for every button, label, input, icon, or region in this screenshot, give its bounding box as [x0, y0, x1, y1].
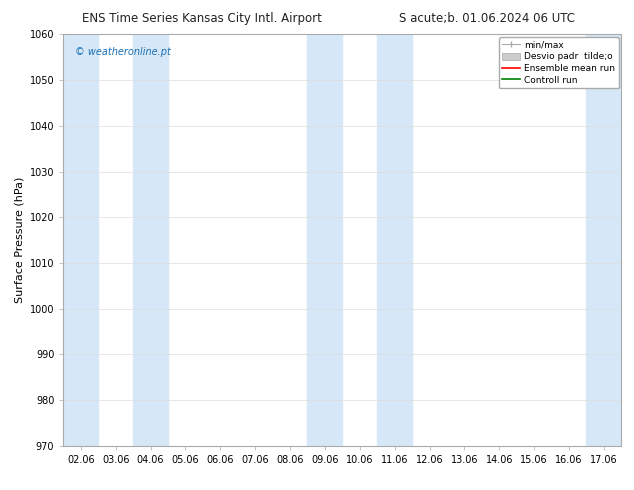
Bar — [133, 34, 168, 446]
Text: S acute;b. 01.06.2024 06 UTC: S acute;b. 01.06.2024 06 UTC — [399, 12, 576, 25]
Bar — [377, 34, 412, 446]
Text: © weatheronline.pt: © weatheronline.pt — [75, 47, 171, 57]
Text: ENS Time Series Kansas City Intl. Airport: ENS Time Series Kansas City Intl. Airpor… — [82, 12, 322, 25]
Y-axis label: Surface Pressure (hPa): Surface Pressure (hPa) — [14, 177, 24, 303]
Bar — [586, 34, 621, 446]
Legend: min/max, Desvio padr  tilde;o, Ensemble mean run, Controll run: min/max, Desvio padr tilde;o, Ensemble m… — [499, 37, 619, 88]
Bar — [307, 34, 342, 446]
Bar — [63, 34, 98, 446]
